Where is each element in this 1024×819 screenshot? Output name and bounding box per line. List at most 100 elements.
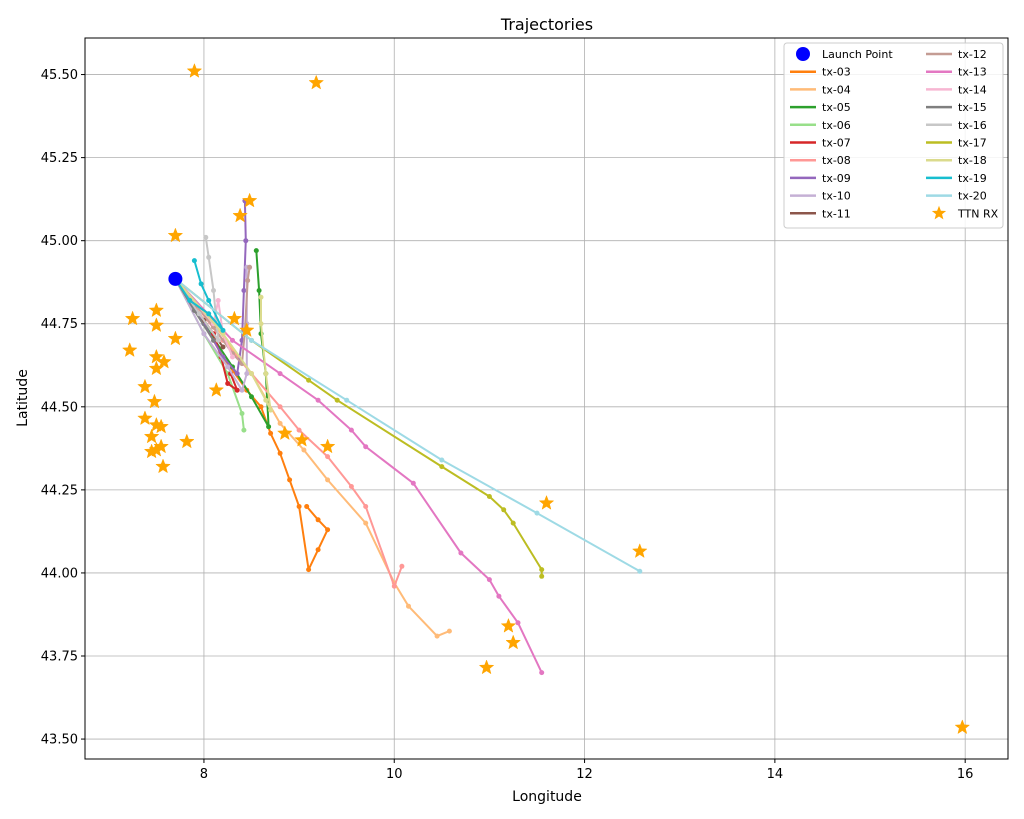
- legend-entry: tx-03: [790, 66, 851, 79]
- ttn-rx-star: [148, 317, 165, 333]
- trajectory-point: [325, 527, 331, 533]
- trajectory-point: [534, 510, 540, 516]
- x-tick-label: 16: [957, 767, 974, 782]
- ttn-rx-star: [155, 458, 171, 474]
- legend: Launch Point tx-03 tx-04 tx-05 tx-06 tx-07 tx-…: [783, 42, 1004, 229]
- trajectory-point: [234, 387, 240, 393]
- trajectory-point: [306, 567, 312, 573]
- trajectory-line: [174, 278, 543, 577]
- legend-label: tx-16: [958, 119, 987, 132]
- trajectory-point: [439, 457, 445, 463]
- trajectory-point: [296, 427, 302, 433]
- ttn-rx-star: [156, 353, 172, 369]
- axis-ticks: 8 10 12 14 16 43.50 43.75 44.00 44.25 44.50 44.75 4…: [41, 68, 974, 782]
- legend-entry: tx-06: [790, 119, 851, 132]
- legend-label: tx-15: [958, 101, 987, 114]
- trajectory-point: [334, 397, 340, 403]
- trajectory-point: [253, 248, 259, 254]
- x-tick-label: 8: [200, 767, 208, 782]
- trajectory-point: [315, 397, 321, 403]
- trajectory-point: [211, 337, 216, 343]
- ttn-rx-star: [148, 348, 165, 364]
- trajectory-point: [363, 520, 369, 526]
- trajectory-point: [344, 397, 350, 403]
- trajectory-point: [539, 573, 545, 579]
- trajectory-point: [399, 563, 405, 569]
- trajectory-point: [243, 238, 249, 244]
- trajectory-point: [206, 298, 212, 303]
- grid: [85, 38, 1008, 759]
- trajectory-point: [230, 354, 235, 360]
- trajectory-line: [174, 278, 641, 573]
- trajectory-point: [239, 387, 245, 393]
- trajectory-point: [225, 381, 231, 386]
- trajectory-point: [315, 517, 321, 523]
- ttn-rx-star: [167, 330, 184, 346]
- trajectory-point: [304, 504, 310, 509]
- legend-label: TTN RX: [957, 207, 999, 220]
- ttn-rx-star: [294, 431, 310, 447]
- trajectory-point: [306, 377, 312, 383]
- trajectory-point: [215, 298, 221, 303]
- ttn-rx-star: [277, 425, 293, 441]
- legend-label: tx-20: [958, 190, 987, 203]
- legend-label: tx-17: [958, 137, 987, 150]
- trajectory-point: [539, 670, 545, 676]
- trajectory-point: [348, 427, 354, 433]
- legend-label: tx-06: [822, 119, 851, 132]
- trajectory-point: [241, 427, 247, 433]
- legend-label: tx-10: [822, 190, 851, 203]
- ttn-rx-star: [137, 410, 153, 426]
- trajectory-point: [203, 234, 209, 240]
- trajectory-point: [277, 450, 283, 456]
- series-tx-19: [172, 258, 226, 333]
- legend-entry: tx-09: [790, 172, 851, 185]
- legend-entry: tx-14: [926, 83, 987, 96]
- trajectory-point: [239, 411, 245, 416]
- trajectory-point: [277, 404, 283, 410]
- ttn-rx-star: [121, 342, 138, 357]
- y-tick-label: 43.50: [41, 733, 78, 748]
- legend-entry: tx-04: [790, 83, 851, 96]
- y-tick-label: 43.75: [41, 650, 78, 665]
- ttn-rx-markers: [121, 63, 971, 735]
- ttn-rx-star: [631, 543, 648, 558]
- legend-label: tx-05: [822, 101, 851, 114]
- ttn-rx-star: [137, 378, 153, 394]
- x-tick-label: 12: [576, 767, 593, 782]
- trajectory-point: [263, 397, 269, 403]
- legend-entry: tx-05: [790, 101, 851, 114]
- trajectory-point: [249, 394, 254, 400]
- legend-label: tx-14: [958, 83, 987, 96]
- ttn-rx-star: [954, 719, 971, 735]
- chart-title: Trajectories: [500, 15, 593, 34]
- legend-label: Launch Point: [822, 48, 893, 61]
- trajectory-point: [277, 420, 283, 426]
- ttn-rx-star: [538, 494, 555, 510]
- ttn-rx-star: [124, 310, 141, 326]
- trajectory-point: [191, 258, 197, 264]
- y-tick-label: 44.25: [41, 483, 78, 498]
- ttn-rx-star: [167, 227, 184, 243]
- ttn-rx-star: [238, 322, 255, 338]
- legend-entry: tx-08: [790, 154, 851, 167]
- legend-entry: tx-16: [926, 119, 987, 132]
- trajectory-point: [301, 447, 307, 453]
- ttn-rx-star: [146, 393, 163, 409]
- trajectory-point: [363, 504, 369, 509]
- x-tick-label: 14: [767, 767, 784, 782]
- legend-label: tx-03: [822, 66, 851, 79]
- trajectory-point: [220, 344, 226, 350]
- y-tick-label: 44.50: [41, 400, 78, 415]
- ttn-rx-star: [143, 443, 160, 459]
- trajectory-point: [501, 507, 507, 513]
- legend-label: tx-09: [822, 172, 851, 185]
- ttn-rx-star: [153, 418, 169, 434]
- trajectory-point: [249, 337, 254, 343]
- trajectory-point: [637, 568, 643, 574]
- trajectory-point: [363, 444, 369, 450]
- ttn-rx-star: [143, 428, 160, 444]
- ttn-rx-star: [478, 659, 495, 675]
- trajectory-point: [245, 278, 251, 283]
- trajectory-point: [486, 494, 492, 499]
